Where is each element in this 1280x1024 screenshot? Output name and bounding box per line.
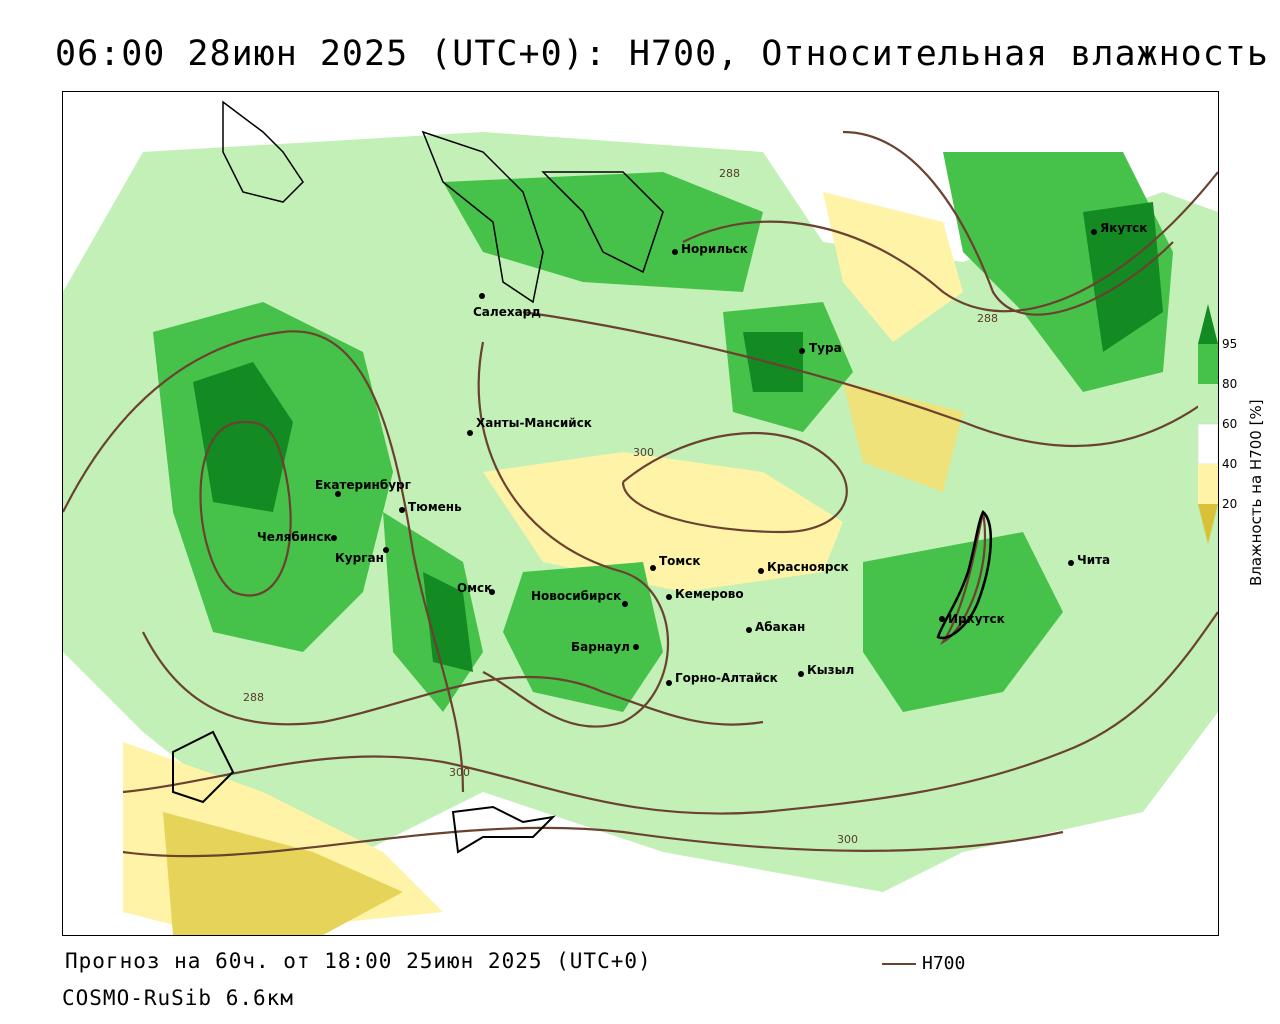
svg-text:Норильск: Норильск — [681, 242, 748, 256]
humidity-95-tura — [743, 332, 803, 392]
city-barnaul: Барнаул — [571, 640, 639, 654]
svg-text:Абакан: Абакан — [755, 620, 805, 634]
balkhash-lake — [451, 805, 556, 854]
isoline-inner — [477, 341, 670, 728]
city-markers: Якутск Норильск Салехард Тура Ханты-Манс… — [257, 221, 1147, 686]
humidity-95-west — [193, 362, 293, 512]
city-omsk: Омск — [457, 581, 495, 595]
svg-text:Тура: Тура — [809, 341, 842, 355]
colorbar-tick: 95 — [1222, 337, 1238, 351]
humidity-fill — [63, 132, 1218, 935]
dry-zone-east — [843, 382, 963, 492]
city-tyumen: Тюмень — [399, 500, 462, 514]
svg-text:Якутск: Якутск — [1100, 221, 1147, 235]
city-abakan: Абакан — [746, 620, 805, 634]
svg-text:Челябинск: Челябинск — [257, 530, 332, 544]
humidity-95-east — [1083, 202, 1163, 352]
colorbar-tick: 20 — [1222, 497, 1238, 511]
colorbar-40-60 — [1198, 423, 1218, 465]
city-krasnoyarsk: Красноярск — [758, 560, 849, 574]
isoline-288-closed — [199, 420, 292, 597]
yamal-coast — [421, 130, 544, 304]
dry-zone-center — [483, 452, 843, 592]
city-chelyabinsk: Челябинск — [257, 530, 337, 544]
city-kemerovo: Кемерово — [666, 587, 744, 601]
h700-isolines — [63, 130, 1218, 858]
city-irkutsk: Иркутск — [939, 612, 1005, 626]
svg-text:Курган: Курган — [335, 551, 384, 565]
svg-text:Новосибирск: Новосибирск — [531, 589, 621, 603]
svg-text:Ханты-Мансийск: Ханты-Мансийск — [476, 416, 592, 430]
colorbar-title: Влажность на H700 [%] — [1247, 399, 1265, 586]
humidity-80-altai — [503, 562, 663, 712]
isoline-label: 288 — [719, 167, 740, 180]
isoline-288-north — [682, 171, 1218, 313]
isoline-300-center — [621, 432, 848, 534]
colorbar-80-95 — [1198, 344, 1218, 384]
svg-text:Кемерово: Кемерово — [675, 587, 744, 601]
map-canvas: 288 288 300 288 300 300 Якутск Норильск … — [63, 92, 1218, 935]
isoline-label: 300 — [449, 766, 470, 779]
isoline-288-northeast — [842, 130, 1174, 316]
h700-legend-label: H700 — [922, 953, 966, 974]
forecast-info: Прогноз на 60ч. от 18:00 25июн 2025 (UTC… — [65, 949, 652, 973]
very-dry-southwest — [163, 812, 403, 935]
map-title: 06:00 28июн 2025 (UTC+0): H700, Относите… — [55, 34, 1269, 74]
map-panel: 288 288 300 288 300 300 Якутск Норильск … — [62, 91, 1219, 936]
colorbar-tick: 60 — [1222, 417, 1238, 431]
city-chita: Чита — [1068, 553, 1110, 567]
humidity-80-baikal — [863, 532, 1063, 712]
city-tura: Тура — [799, 341, 842, 355]
isoline-label: 300 — [633, 446, 654, 459]
svg-text:Красноярск: Красноярск — [767, 560, 849, 574]
gydan-coast — [541, 171, 664, 274]
h700-legend-line — [882, 963, 916, 965]
colorbar-60-80 — [1198, 384, 1218, 424]
colorbar-top-triangle — [1198, 304, 1218, 344]
colorbar-bottom-triangle — [1198, 504, 1218, 544]
city-ekaterinburg: Екатеринбург — [315, 478, 411, 497]
svg-text:Барнаул: Барнаул — [571, 640, 630, 654]
novaya-zemlya — [222, 100, 304, 203]
svg-text:Омск: Омск — [457, 581, 492, 595]
city-gorno-altaysk: Горно-Алтайск — [666, 671, 778, 686]
city-salekhard: Салехард — [473, 293, 541, 319]
svg-text:Чита: Чита — [1077, 553, 1110, 567]
dry-zone-north — [823, 192, 963, 342]
city-kurgan: Курган — [335, 547, 389, 565]
model-name: COSMO-RuSib 6.6км — [62, 986, 294, 1010]
city-tomsk: Томск — [650, 554, 701, 571]
svg-text:Тюмень: Тюмень — [408, 500, 462, 514]
city-novosibirsk: Новосибирск — [531, 589, 628, 607]
isoline-north-a — [522, 310, 1218, 448]
city-kyzyl: Кызыл — [798, 663, 854, 677]
colorbar-tick: 40 — [1222, 457, 1238, 471]
svg-text:Иркутск: Иркутск — [948, 612, 1005, 626]
isoline-label: 288 — [977, 312, 998, 325]
svg-text:Салехард: Салехард — [473, 305, 541, 319]
city-norilsk: Норильск — [672, 242, 748, 256]
isoline-300-south — [122, 611, 1218, 815]
svg-text:Екатеринбург: Екатеринбург — [315, 478, 411, 492]
city-khanty-mansiysk: Ханты-Мансийск — [467, 416, 592, 436]
aral-sea — [172, 730, 235, 804]
colorbar-20-40 — [1198, 464, 1218, 504]
isoline-288-west — [63, 330, 465, 793]
isoline-label: 300 — [837, 833, 858, 846]
lake-baikal — [936, 510, 992, 640]
svg-text:Томск: Томск — [659, 554, 701, 568]
colorbar-tick: 80 — [1222, 377, 1238, 391]
svg-text:Горно-Алтайск: Горно-Алтайск — [675, 671, 778, 685]
isoline-baikal — [939, 511, 987, 645]
city-yakutsk: Якутск — [1091, 221, 1147, 235]
isoline-300-far-south — [122, 826, 1064, 858]
humidity-80-north — [443, 172, 763, 292]
humidity-colorbar — [1198, 304, 1218, 544]
svg-text:Кызыл: Кызыл — [807, 663, 854, 677]
isoline-288-south — [142, 631, 764, 726]
isoline-labels: 288 288 300 288 300 300 — [243, 167, 998, 846]
isoline-label: 288 — [243, 691, 264, 704]
